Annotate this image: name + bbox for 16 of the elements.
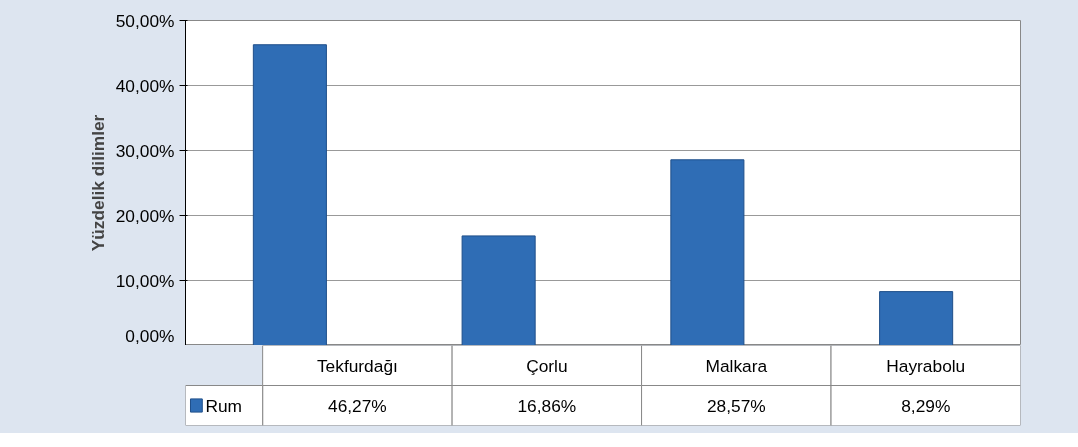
y-tick-label: 10,00%: [115, 270, 175, 291]
x-tick-label: Çorlu: [526, 355, 568, 376]
data-label: 16,86%: [517, 395, 577, 416]
y-tick-label: 20,00%: [115, 205, 175, 226]
x-tick-label: Hayrabolu: [886, 355, 966, 376]
data-label: 28,57%: [706, 395, 766, 416]
data-label: 46,27%: [327, 395, 387, 416]
y-tick-label: 30,00%: [115, 140, 175, 161]
y-tick-label: 40,00%: [115, 75, 175, 96]
data-label: 8,29%: [901, 395, 951, 416]
y-axis-title: Yüzdelik dilimler: [87, 114, 108, 252]
x-tick-label: Malkara: [705, 355, 768, 376]
y-tick-label: 50,00%: [115, 10, 175, 31]
legend-label: Rum: [205, 395, 243, 416]
y-tick-label: 0,00%: [125, 325, 175, 346]
x-tick-label: Tekfurdağı: [316, 355, 398, 376]
